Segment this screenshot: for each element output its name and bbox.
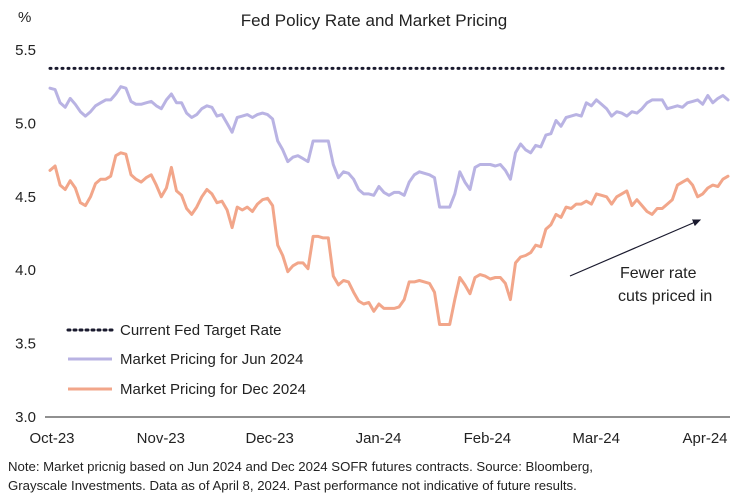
y-axis-unit: %	[18, 9, 31, 26]
x-tick-label: Oct-23	[29, 430, 74, 447]
x-tick-label: Jan-24	[356, 430, 402, 447]
y-tick-label: 3.5	[15, 336, 36, 353]
series-line-dec-2024	[48, 151, 730, 326]
annotation-arrow	[569, 219, 702, 277]
chart-title: Fed Policy Rate and Market Pricing	[241, 11, 507, 30]
legend-label-jun-2024: Market Pricing for Jun 2024	[120, 351, 303, 368]
footnote-line-2: Grayscale Investments. Data as of April …	[8, 478, 577, 493]
y-tick-label: 3.0	[15, 409, 36, 426]
series-line-jun-2024	[48, 85, 730, 209]
y-tick-label: 5.0	[15, 115, 36, 132]
x-tick-label: Nov-23	[137, 430, 185, 447]
legend-label-dec-2024: Market Pricing for Dec 2024	[120, 381, 306, 398]
x-tick-label: Dec-23	[245, 430, 293, 447]
legend-label-target-rate: Current Fed Target Rate	[120, 322, 281, 339]
y-tick-label: 5.5	[15, 42, 36, 59]
x-tick-label: Apr-24	[682, 430, 727, 447]
x-tick-label: Mar-24	[572, 430, 620, 447]
y-tick-label: 4.5	[15, 189, 36, 206]
x-tick-label: Feb-24	[464, 430, 512, 447]
annotation-line-1: Fewer rate	[620, 265, 697, 282]
y-tick-label: 4.0	[15, 262, 36, 279]
chart: Fed Policy Rate and Market Pricing % 3.0…	[15, 9, 730, 447]
annotation-line-2: cuts priced in	[618, 288, 712, 305]
footnote-line-1: Note: Market pricnig based on Jun 2024 a…	[8, 459, 593, 474]
footnote: Note: Market pricnig based on Jun 2024 a…	[8, 457, 743, 495]
